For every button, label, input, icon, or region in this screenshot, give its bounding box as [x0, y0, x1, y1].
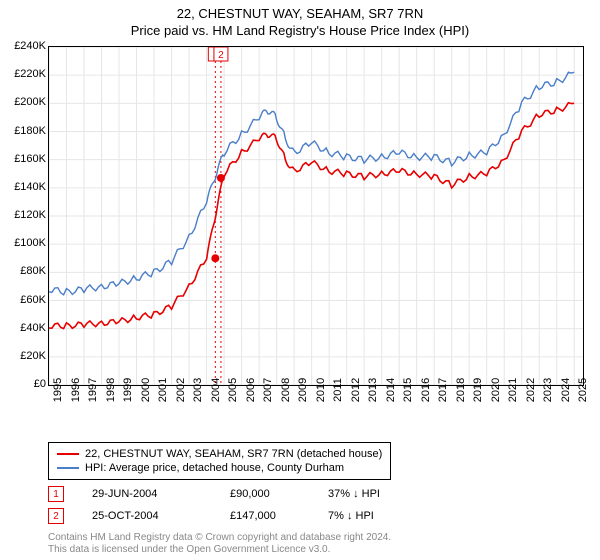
- y-axis-label: £140K: [14, 181, 46, 193]
- legend-label: 22, CHESTNUT WAY, SEAHAM, SR7 7RN (detac…: [85, 448, 382, 460]
- sale-date: 29-JUN-2004: [92, 488, 202, 500]
- x-axis-label: 2001: [157, 378, 169, 402]
- footer-line1: Contains HM Land Registry data © Crown c…: [48, 532, 391, 544]
- svg-text:2: 2: [218, 50, 224, 61]
- legend-item: 22, CHESTNUT WAY, SEAHAM, SR7 7RN (detac…: [57, 447, 382, 461]
- x-axis-label: 2002: [175, 378, 187, 402]
- legend: 22, CHESTNUT WAY, SEAHAM, SR7 7RN (detac…: [48, 442, 391, 480]
- x-axis-label: 2000: [140, 378, 152, 402]
- x-axis-label: 2015: [402, 378, 414, 402]
- x-axis-label: 2022: [525, 378, 537, 402]
- x-axis-label: 1998: [105, 378, 117, 402]
- y-axis-label: £20K: [20, 350, 46, 362]
- x-axis-label: 2008: [280, 378, 292, 402]
- x-axis-label: 2025: [577, 378, 589, 402]
- x-axis-label: 1999: [122, 378, 134, 402]
- sales-table: 1 29-JUN-2004 £90,000 37% ↓ HPI 2 25-OCT-2004…: [48, 486, 418, 530]
- x-axis-label: 2018: [455, 378, 467, 402]
- y-axis-label: £240K: [14, 40, 46, 52]
- y-axis-label: £80K: [20, 265, 46, 277]
- sale-marker-icon: 1: [48, 486, 64, 502]
- x-axis-label: 2013: [367, 378, 379, 402]
- sale-row: 2 25-OCT-2004 £147,000 7% ↓ HPI: [48, 508, 418, 524]
- y-axis-label: £220K: [14, 68, 46, 80]
- x-axis-label: 2003: [192, 378, 204, 402]
- y-axis-label: £200K: [14, 96, 46, 108]
- x-axis-label: 2019: [472, 378, 484, 402]
- footer-attribution: Contains HM Land Registry data © Crown c…: [48, 532, 391, 556]
- legend-item: HPI: Average price, detached house, Coun…: [57, 461, 382, 475]
- x-axis-label: 2021: [507, 378, 519, 402]
- legend-label: HPI: Average price, detached house, Coun…: [85, 462, 344, 474]
- page-subtitle: Price paid vs. HM Land Registry's House …: [0, 23, 600, 38]
- sale-marker-icon: 2: [48, 508, 64, 524]
- x-axis-label: 2014: [385, 378, 397, 402]
- x-axis-label: 2006: [245, 378, 257, 402]
- y-axis-label: £120K: [14, 209, 46, 221]
- y-axis-label: £180K: [14, 125, 46, 137]
- y-axis-label: £160K: [14, 153, 46, 165]
- price-chart: 12: [48, 46, 584, 386]
- page-title: 22, CHESTNUT WAY, SEAHAM, SR7 7RN: [0, 6, 600, 21]
- y-axis-label: £40K: [20, 322, 46, 334]
- x-axis-label: 2017: [437, 378, 449, 402]
- x-axis-label: 2023: [542, 378, 554, 402]
- x-axis-label: 1997: [87, 378, 99, 402]
- sale-date: 25-OCT-2004: [92, 510, 202, 522]
- sale-delta: 7% ↓ HPI: [328, 510, 418, 522]
- x-axis-label: 2024: [560, 378, 572, 402]
- sale-price: £90,000: [230, 488, 300, 500]
- y-axis-label: £60K: [20, 294, 46, 306]
- y-axis-label: £0: [34, 378, 46, 390]
- x-axis-label: 1996: [70, 378, 82, 402]
- sale-delta: 37% ↓ HPI: [328, 488, 418, 500]
- legend-swatch: [57, 453, 79, 455]
- x-axis-label: 2012: [350, 378, 362, 402]
- sale-row: 1 29-JUN-2004 £90,000 37% ↓ HPI: [48, 486, 418, 502]
- x-axis-label: 2011: [332, 378, 344, 402]
- x-axis-label: 2016: [420, 378, 432, 402]
- y-axis-label: £100K: [14, 237, 46, 249]
- x-axis-label: 2010: [315, 378, 327, 402]
- x-axis-label: 2005: [227, 378, 239, 402]
- sale-price: £147,000: [230, 510, 300, 522]
- legend-swatch: [57, 467, 79, 469]
- x-axis-label: 2004: [210, 378, 222, 402]
- x-axis-label: 2009: [297, 378, 309, 402]
- footer-line2: This data is licensed under the Open Gov…: [48, 544, 391, 556]
- x-axis-label: 2007: [262, 378, 274, 402]
- x-axis-label: 2020: [490, 378, 502, 402]
- x-axis-label: 1995: [52, 378, 64, 402]
